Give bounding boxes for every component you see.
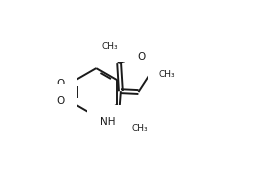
Text: CH₃: CH₃ xyxy=(131,124,148,133)
Text: O: O xyxy=(137,52,145,62)
Text: O: O xyxy=(57,96,65,106)
Text: CH₃: CH₃ xyxy=(159,70,175,79)
Text: O: O xyxy=(57,79,65,89)
Text: NH: NH xyxy=(100,117,116,127)
Text: CH₃: CH₃ xyxy=(101,42,118,51)
